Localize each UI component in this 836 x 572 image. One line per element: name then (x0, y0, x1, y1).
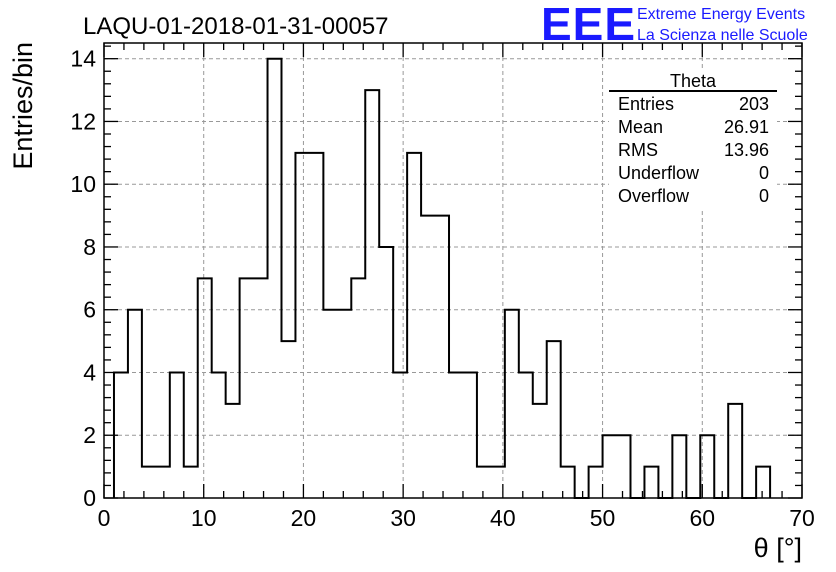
y-tick-labels: 0 2 4 6 8 10 12 14 (70, 46, 96, 511)
histogram-bin (212, 372, 226, 498)
histogram-bin (756, 467, 770, 498)
histogram-bin (393, 372, 407, 498)
histogram-bin (295, 153, 309, 498)
y-tick-label: 12 (70, 108, 96, 134)
histogram-bin (379, 247, 393, 498)
x-tick-label: 30 (390, 505, 416, 531)
x-tick-label: 10 (191, 505, 217, 531)
histogram-bin (240, 278, 254, 498)
histogram-bin (589, 467, 603, 498)
histogram-bin (547, 341, 561, 498)
stats-row-label: RMS (618, 140, 658, 160)
logo-line-1: Extreme Energy Events (637, 6, 805, 23)
histogram-bin (421, 216, 435, 498)
histogram-outline (112, 57, 772, 499)
histogram-bin (309, 153, 323, 498)
histogram-bin (435, 216, 449, 498)
histogram-bin (449, 372, 463, 498)
histogram-bin (407, 153, 421, 498)
histogram-bin (323, 310, 337, 498)
stats-row-value: 0 (759, 163, 769, 183)
histogram-bin (365, 90, 379, 498)
histogram-bin (170, 372, 184, 498)
x-tick-label: 0 (98, 505, 111, 531)
histogram-bin (198, 278, 212, 498)
y-tick-label: 10 (70, 171, 96, 197)
stats-row-value: 0 (759, 186, 769, 206)
x-tick-label: 50 (590, 505, 616, 531)
histogram-bin (128, 310, 142, 498)
plot-frame (103, 42, 803, 499)
y-tick-label: 0 (83, 485, 96, 511)
histogram-bin (226, 404, 240, 498)
histogram-bin (728, 404, 742, 498)
stats-row-label: Entries (618, 94, 674, 114)
histogram-bin (463, 372, 477, 498)
histogram-bin (351, 278, 365, 498)
x-tick-labels: 0 10 20 30 40 50 60 70 (98, 505, 815, 531)
stats-row-value: 26.91 (724, 117, 769, 137)
stats-row-label: Overflow (618, 186, 690, 206)
stats-row-label: Mean (618, 117, 663, 137)
y-tick-label: 6 (83, 297, 96, 323)
histogram-bin (337, 310, 351, 498)
histogram-bin (603, 435, 617, 498)
histogram-bin (268, 59, 282, 498)
axis-ticks (103, 43, 803, 499)
logo-line-2: La Scienza nelle Scuole (637, 27, 808, 44)
histogram-bin (477, 467, 491, 498)
y-axis-label: Entries/bin (8, 42, 38, 170)
x-axis-label: θ [°] (754, 533, 802, 563)
x-tick-label: 40 (490, 505, 516, 531)
stats-row-value: 13.96 (724, 140, 769, 160)
eee-logo: EEE Extreme Energy Events La Scienza nel… (541, 0, 808, 50)
stats-rows: Entries 203 Mean 26.91 RMS 13.96 Underflow 0 Ove… (618, 94, 769, 206)
histogram-bin (281, 341, 295, 498)
histogram-bin (519, 372, 533, 498)
histogram-bin (184, 467, 198, 498)
stats-title: Theta (670, 71, 717, 91)
histogram-bin (644, 467, 658, 498)
histogram-bin (533, 404, 547, 498)
chart-title: LAQU-01-2018-01-31-00057 (83, 13, 389, 40)
histogram-bin (672, 435, 686, 498)
stats-box: Theta Entries 203 Mean 26.91 RMS 13.96 Underfl… (609, 70, 777, 208)
x-tick-label: 60 (689, 505, 715, 531)
histogram-bin (156, 467, 170, 498)
stats-row-label: Underflow (618, 163, 700, 183)
histogram-bin (617, 435, 631, 498)
stats-row-value: 203 (739, 94, 769, 114)
x-tick-label: 20 (291, 505, 317, 531)
y-tick-label: 8 (83, 234, 96, 260)
logo-letters: EEE (541, 0, 636, 50)
histogram-bin (254, 278, 268, 498)
y-tick-label: 4 (83, 359, 96, 385)
y-tick-label: 14 (70, 46, 96, 72)
y-tick-label: 2 (83, 422, 96, 448)
x-tick-label: 70 (789, 505, 815, 531)
histogram-bin (505, 310, 519, 498)
